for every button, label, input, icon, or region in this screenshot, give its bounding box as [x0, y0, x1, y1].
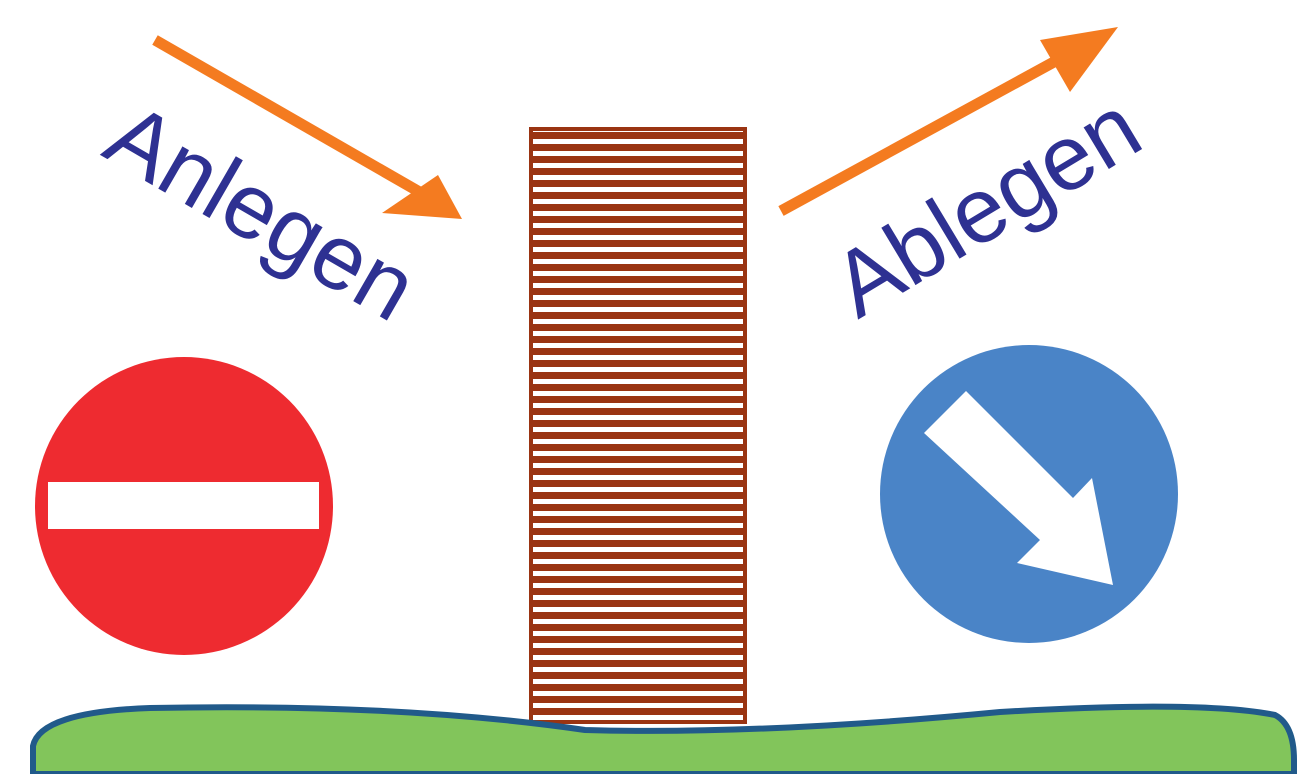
anlegen-label: Anlegen	[90, 84, 433, 341]
ablegen-label: Ablegen	[816, 76, 1158, 337]
no-entry-sign-icon	[35, 357, 333, 655]
landing-post: steg	[529, 127, 747, 724]
ground-hill	[30, 703, 1297, 774]
diagonal-arrow-icon	[924, 391, 1113, 585]
keep-right-arrow-sign-icon	[880, 345, 1178, 643]
arrow-to-post-icon	[152, 35, 462, 219]
arrow-from-post-icon	[778, 27, 1118, 216]
